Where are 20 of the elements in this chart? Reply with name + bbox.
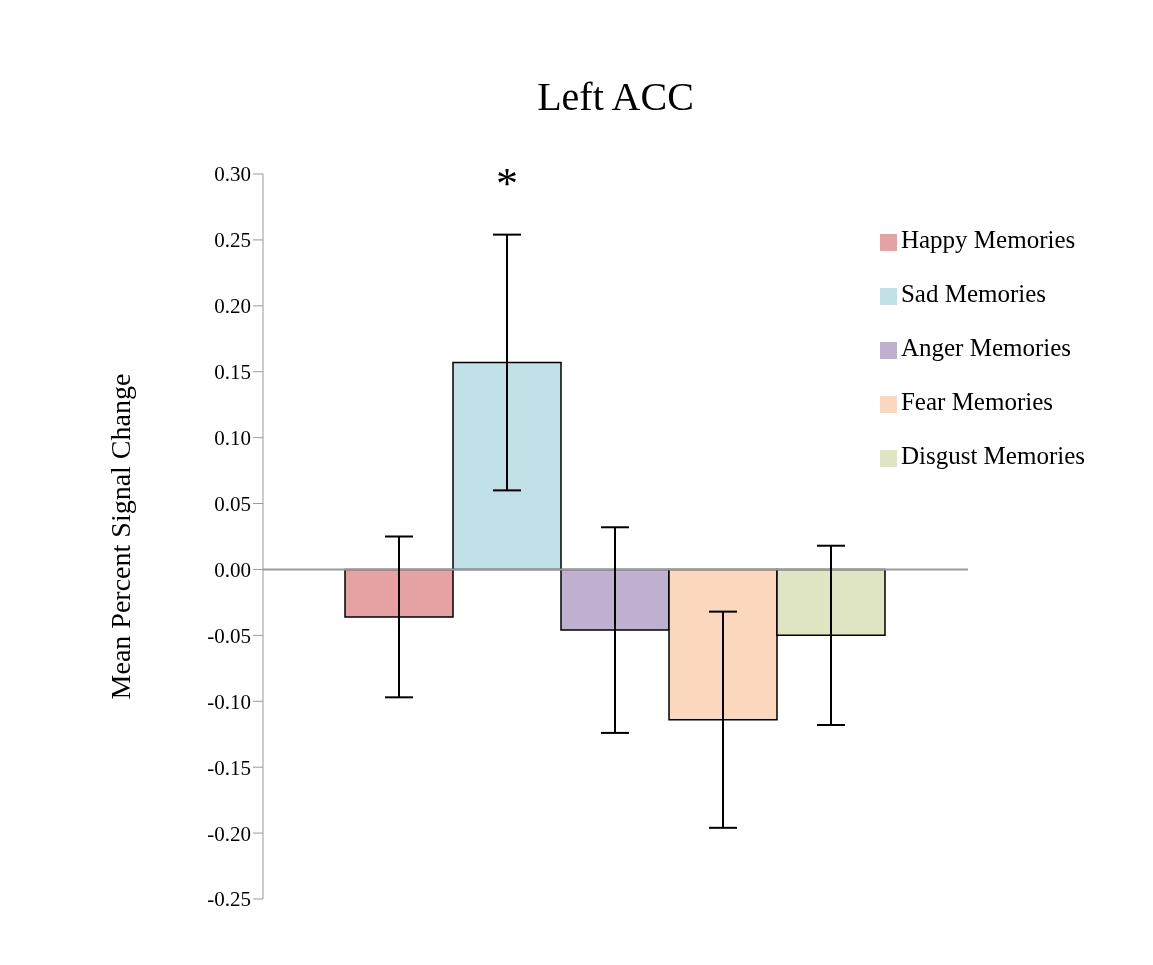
- y-tick-label: -0.25: [207, 887, 251, 912]
- y-tick-label: -0.05: [207, 623, 251, 648]
- legend-label: Happy Memories: [900, 226, 1076, 253]
- y-tick-label: 0.15: [214, 360, 251, 385]
- y-tick-label: 0.00: [214, 557, 251, 582]
- y-axis-title: Mean Percent Signal Change: [104, 373, 136, 700]
- y-tick-label: 0.20: [214, 294, 251, 319]
- y-tick-label: 0.30: [214, 162, 251, 187]
- y-tick-label: -0.10: [207, 689, 251, 714]
- chart-title: Left ACC: [536, 73, 695, 120]
- legend-label: Anger Memories: [900, 334, 1072, 361]
- y-tick-label: 0.10: [214, 426, 251, 451]
- legend-label: Sad Memories: [900, 280, 1047, 307]
- y-tick-label: 0.05: [214, 492, 251, 516]
- annotation: *: [496, 158, 518, 209]
- y-tick-label: -0.20: [207, 821, 251, 846]
- legend-label: Disgust Memories: [900, 442, 1085, 469]
- y-tick-label: -0.15: [207, 755, 251, 780]
- legend-label: Fear Memories: [900, 388, 1054, 415]
- y-tick-label: 0.25: [214, 228, 251, 253]
